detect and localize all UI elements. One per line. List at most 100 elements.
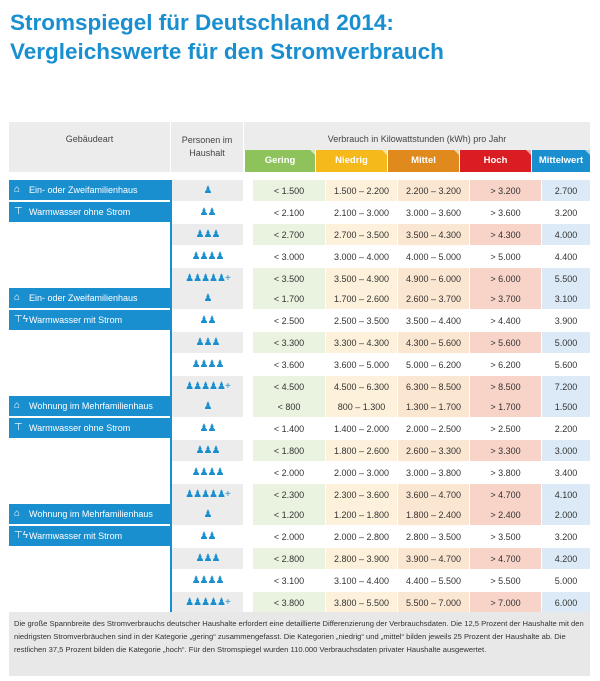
table-row: ♟♟♟ < 3.300 3.300 – 4.300 4.300 – 5.600 > 5.… xyxy=(171,332,590,354)
table-row: ♟♟♟♟♟+ < 3.800 3.800 – 5.500 5.500 – 7.000 >… xyxy=(171,592,590,614)
table-row: ♟ < 1.200 1.200 – 1.800 1.800 – 2.400 > 2.40… xyxy=(171,504,590,526)
value-mittel: 4.900 – 6.000 xyxy=(398,268,469,289)
persons-5-plus-icon: ♟♟♟♟♟+ xyxy=(172,376,243,397)
value-mittelwert: 5.600 xyxy=(542,354,590,375)
header-personen: Personen im Haushalt xyxy=(171,122,243,172)
building-group: ⌂ Ein- oder Zweifamilienhaus ⊤ϟ Warmwasser … xyxy=(9,288,590,398)
table-row: ♟♟♟ < 2.700 2.700 – 3.500 3.500 – 4.300 > 4.… xyxy=(171,224,590,246)
house-icon: ⌂ xyxy=(14,292,21,303)
value-niedrig: 1.500 – 2.200 xyxy=(326,180,397,201)
category-header-niedrig: Niedrig xyxy=(316,150,387,172)
value-mittel: 3.000 – 3.600 xyxy=(398,202,469,223)
value-gering: < 3.800 xyxy=(253,592,325,613)
label: Wohnung im Mehrfamilienhaus xyxy=(29,401,153,411)
value-mittelwert: 7.200 xyxy=(542,376,590,397)
label: Wohnung im Mehrfamilienhaus xyxy=(29,509,153,519)
table-row: ♟♟♟♟♟+ < 3.500 3.500 – 4.900 4.900 – 6.000 >… xyxy=(171,268,590,290)
value-gering: < 3.100 xyxy=(253,570,325,591)
value-mittelwert: 3.100 xyxy=(542,288,590,309)
value-mittel: 5.500 – 7.000 xyxy=(398,592,469,613)
value-gering: < 3.500 xyxy=(253,268,325,289)
value-niedrig: 2.500 – 3.500 xyxy=(326,310,397,331)
tap-electric-icon: ⊤ϟ xyxy=(14,314,29,325)
table-row: ♟♟♟♟♟+ < 2.300 2.300 – 3.600 3.600 – 4.700 >… xyxy=(171,484,590,506)
category-header-gering: Gering xyxy=(245,150,315,172)
value-hoch: > 2.400 xyxy=(470,504,541,525)
value-mittel: 4.300 – 5.600 xyxy=(398,332,469,353)
header-gebaeudeart: Gebäudeart xyxy=(9,122,170,172)
divider xyxy=(170,396,172,506)
value-hoch: > 3.700 xyxy=(470,288,541,309)
water-heating-label: ⊤ϟ Warmwasser mit Strom xyxy=(9,526,170,546)
value-mittelwert: 3.400 xyxy=(542,462,590,483)
value-hoch: > 1.700 xyxy=(470,396,541,417)
value-niedrig: 3.000 – 4.000 xyxy=(326,246,397,267)
value-hoch: > 3.800 xyxy=(470,462,541,483)
table-row: ♟♟♟ < 1.800 1.800 – 2.600 2.600 – 3.300 > 3.… xyxy=(171,440,590,462)
value-niedrig: 1.700 – 2.600 xyxy=(326,288,397,309)
value-mittelwert: 4.400 xyxy=(542,246,590,267)
value-mittel: 4.400 – 5.500 xyxy=(398,570,469,591)
table-row: ♟♟ < 2.100 2.100 – 3.000 3.000 – 3.600 > 3.6… xyxy=(171,202,590,224)
value-niedrig: 2.300 – 3.600 xyxy=(326,484,397,505)
value-hoch: > 4.400 xyxy=(470,310,541,331)
value-mittel: 1.300 – 1.700 xyxy=(398,396,469,417)
value-hoch: > 3.300 xyxy=(470,440,541,461)
value-hoch: > 8.500 xyxy=(470,376,541,397)
label: Ein- oder Zweifamilienhaus xyxy=(29,293,138,303)
value-mittel: 1.800 – 2.400 xyxy=(398,504,469,525)
value-gering: < 1.400 xyxy=(253,418,325,439)
water-heating-label: ⊤ϟ Warmwasser mit Strom xyxy=(9,310,170,330)
value-gering: < 3.300 xyxy=(253,332,325,353)
value-hoch: > 7.000 xyxy=(470,592,541,613)
value-gering: < 2.500 xyxy=(253,310,325,331)
persons-4-icon: ♟♟♟♟ xyxy=(172,354,243,375)
value-hoch: > 6.000 xyxy=(470,268,541,289)
value-gering: < 800 xyxy=(253,396,325,417)
value-mittelwert: 4.200 xyxy=(542,548,590,569)
value-hoch: > 5.600 xyxy=(470,332,541,353)
building-type-label: ⌂ Ein- oder Zweifamilienhaus xyxy=(9,288,170,308)
persons-3-icon: ♟♟♟ xyxy=(172,332,243,353)
value-mittelwert: 5.000 xyxy=(542,332,590,353)
persons-3-icon: ♟♟♟ xyxy=(172,224,243,245)
tap-icon: ⊤ xyxy=(14,206,23,217)
value-mittel: 3.500 – 4.400 xyxy=(398,310,469,331)
value-mittelwert: 3.200 xyxy=(542,526,590,547)
value-mittelwert: 5.500 xyxy=(542,268,590,289)
value-mittel: 2.000 – 2.500 xyxy=(398,418,469,439)
value-niedrig: 3.800 – 5.500 xyxy=(326,592,397,613)
value-gering: < 2.700 xyxy=(253,224,325,245)
label: Warmwasser ohne Strom xyxy=(29,207,131,217)
table-row: ♟ < 1.700 1.700 – 2.600 2.600 – 3.700 > 3.70… xyxy=(171,288,590,310)
value-niedrig: 800 – 1.300 xyxy=(326,396,397,417)
value-hoch: > 3.600 xyxy=(470,202,541,223)
persons-5-plus-icon: ♟♟♟♟♟+ xyxy=(172,268,243,289)
title-line-2: Vergleichswerte für den Stromverbrauch xyxy=(10,39,444,64)
building-group: ⌂ Ein- oder Zweifamilienhaus ⊤ Warmwasser o… xyxy=(9,180,590,290)
persons-4-icon: ♟♟♟♟ xyxy=(172,246,243,267)
value-niedrig: 2.000 – 2.800 xyxy=(326,526,397,547)
value-niedrig: 1.200 – 1.800 xyxy=(326,504,397,525)
value-mittel: 4.000 – 5.000 xyxy=(398,246,469,267)
label: Warmwasser mit Strom xyxy=(29,531,123,541)
category-header-mittelwert: Mittelwert xyxy=(532,150,590,172)
house-icon: ⌂ xyxy=(14,184,21,195)
table-row: ♟♟ < 2.500 2.500 – 3.500 3.500 – 4.400 > 4.4… xyxy=(171,310,590,332)
divider xyxy=(170,504,172,614)
value-niedrig: 1.800 – 2.600 xyxy=(326,440,397,461)
value-hoch: > 3.200 xyxy=(470,180,541,201)
person-1-icon: ♟ xyxy=(172,396,243,417)
value-hoch: > 4.700 xyxy=(470,484,541,505)
person-1-icon: ♟ xyxy=(172,288,243,309)
value-gering: < 2.300 xyxy=(253,484,325,505)
building-type-label: ⌂ Wohnung im Mehrfamilienhaus xyxy=(9,396,170,416)
value-gering: < 1.800 xyxy=(253,440,325,461)
category-header-mittel: Mittel xyxy=(388,150,459,172)
value-gering: < 4.500 xyxy=(253,376,325,397)
value-mittelwert: 2.000 xyxy=(542,504,590,525)
persons-5-plus-icon: ♟♟♟♟♟+ xyxy=(172,592,243,613)
label: Warmwasser mit Strom xyxy=(29,315,123,325)
value-mittel: 2.600 – 3.700 xyxy=(398,288,469,309)
value-mittelwert: 2.200 xyxy=(542,418,590,439)
